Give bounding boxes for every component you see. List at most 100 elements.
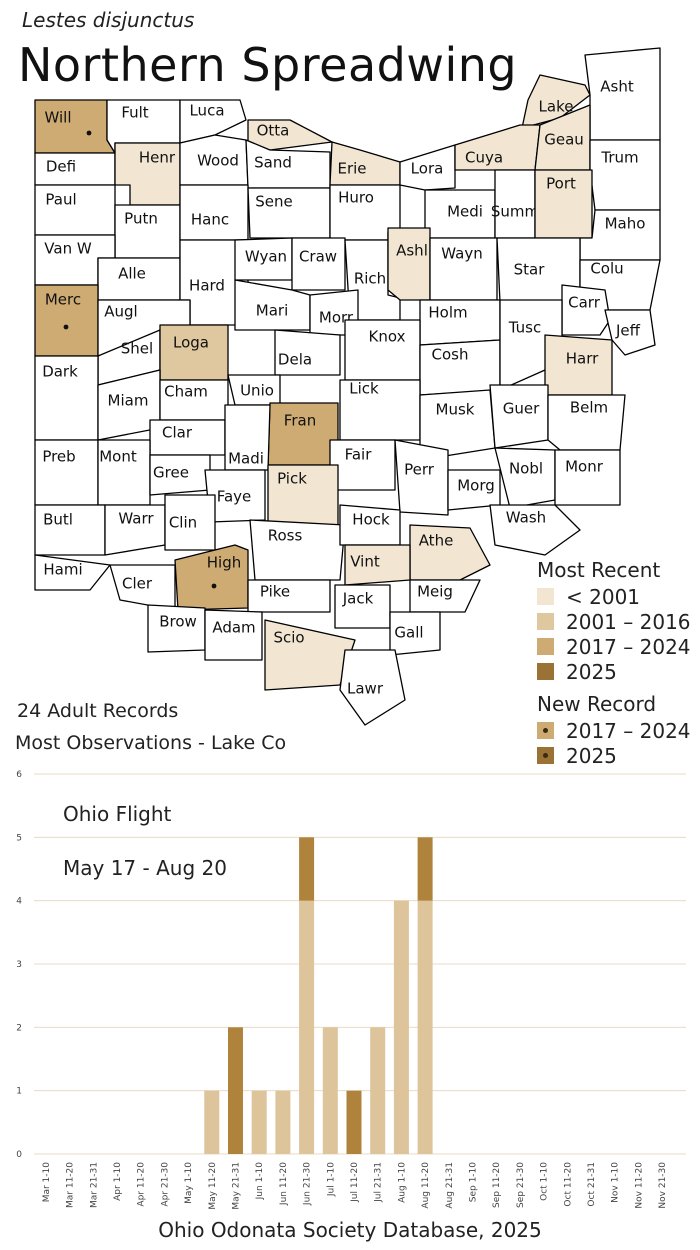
county-label: Trum (600, 149, 638, 167)
legend-swatch (537, 588, 554, 605)
county-label: Augl (104, 303, 137, 321)
county-label: Gall (394, 624, 423, 642)
county-hock: Hock (339, 504, 401, 546)
county-label: Hard (189, 277, 225, 295)
legend-item: < 2001 (537, 584, 697, 609)
bar-historic (275, 1090, 291, 1154)
county-adam: Adam (204, 609, 263, 661)
county-cler: Cler (109, 564, 176, 611)
county-alle: Alle (97, 257, 181, 301)
county-label: Hanc (191, 211, 229, 229)
x-tick-label: Sep 11-20 (492, 1162, 502, 1208)
county-label: Henr (139, 149, 176, 167)
county-athe: Athe (409, 524, 491, 581)
county-label: Meig (417, 583, 453, 601)
x-tick-label: Mar 1-10 (42, 1162, 52, 1203)
county-defi: Defi (34, 152, 116, 186)
county-label: Wood (197, 152, 239, 170)
county-label: Warr (118, 510, 154, 528)
county-craw: Craw (291, 237, 346, 291)
county-label: Knox (369, 328, 406, 346)
county-shape (554, 449, 621, 506)
county-label: Defi (46, 158, 76, 176)
county-hanc: Hanc (179, 184, 249, 241)
bar-current (346, 1090, 362, 1154)
county-ross: Ross (249, 519, 346, 581)
county-label: Otta (257, 122, 290, 140)
county-label: Fran (284, 412, 316, 430)
county-label: Holm (428, 304, 467, 322)
county-lawr: Lawr (339, 649, 406, 726)
x-tick-label: Aug 11-20 (421, 1162, 431, 1209)
y-tick-label: 1 (16, 1087, 22, 1097)
county-label: Ross (268, 527, 303, 545)
county-harr: Harr (544, 334, 613, 396)
source-credit: Ohio Odonata Society Database, 2025 (158, 1218, 542, 1242)
county-label: Faye (217, 488, 252, 506)
x-tick-label: Jul 21-31 (374, 1162, 384, 1203)
new-record-dot (86, 130, 92, 136)
x-tick-label: Oct 21-31 (587, 1162, 597, 1207)
new-record-dot (63, 324, 69, 330)
county-shape (389, 611, 441, 656)
county-label: Wyan (245, 248, 287, 266)
county-label: Will (44, 109, 71, 127)
bar-historic (393, 900, 409, 1154)
county-morg: Morg (447, 469, 501, 511)
y-tick-label: 2 (16, 1023, 22, 1033)
county-shape (34, 554, 111, 591)
county-label: Mari (256, 302, 288, 320)
county-medi: Medi (424, 189, 496, 239)
county-gall: Gall (389, 611, 441, 656)
most-observations: Most Observations - Lake Co (15, 732, 287, 754)
county-butl: Butl (34, 504, 106, 556)
county-label: Monr (565, 458, 604, 476)
county-nobl: Nobl (494, 447, 556, 509)
county-shape (489, 504, 581, 556)
x-tick-label: May 21-31 (231, 1162, 241, 1210)
legend-item: 2017 – 2024 (537, 718, 697, 743)
county-sene: Sene (247, 187, 331, 239)
county-label: Summ (491, 203, 539, 221)
bar-historic (417, 900, 433, 1154)
county-shape (399, 144, 456, 191)
county-gree: Gree (149, 454, 211, 496)
x-tick-label: Apr 1-10 (113, 1162, 123, 1201)
x-tick-label: Jun 1-10 (255, 1162, 265, 1201)
county-label: Paul (45, 191, 76, 209)
county-fair: Fair (329, 439, 396, 491)
county-label: Maho (605, 215, 646, 233)
county-port: Port (534, 169, 593, 239)
county-label: Huro (338, 189, 374, 207)
county-meig: Meig (409, 579, 481, 613)
legend-dot-swatch (537, 747, 554, 764)
county-hami: Hami (34, 554, 111, 591)
bar-historic (251, 1090, 267, 1154)
county-mari: Mari (234, 279, 311, 331)
new-record-dot (211, 583, 217, 589)
county-lick: Lick (339, 379, 421, 441)
county-label: Pike (260, 583, 290, 601)
county-wood: Wood (179, 134, 249, 186)
county-shape (494, 447, 556, 509)
county-label: Medi (447, 203, 483, 221)
county-label: Ashl (396, 242, 428, 260)
county-map: Will Fult Luca Otta Lake Asht Defi Henr Wood Sand… (34, 47, 661, 726)
legend-swatch (537, 638, 554, 655)
county-label: Port (546, 175, 576, 193)
bar-historic (370, 1027, 386, 1154)
county-label: Sand (254, 154, 292, 172)
county-label: High (207, 554, 241, 572)
county-pike: Pike (247, 579, 331, 613)
county-shape (174, 544, 249, 611)
flight-chart: 0 1 2 3 4 5 6 Mar 1-10 Mar 11-20 Mar 21-31 Apr 1-… (16, 770, 686, 1210)
county-brow: Brow (147, 604, 206, 653)
x-tick-label: Nov 1-10 (611, 1162, 621, 1203)
county-label: Lick (349, 380, 379, 398)
x-tick-label: Oct 1-10 (540, 1162, 550, 1201)
county-maho: Maho (579, 209, 661, 261)
legend: Most Recent < 2001 2001 – 2016 2017 – 20… (537, 558, 697, 768)
legend-item: 2001 – 2016 (537, 609, 697, 634)
adult-records: 24 Adult Records (17, 700, 179, 722)
county-carr: Carr (561, 284, 611, 336)
